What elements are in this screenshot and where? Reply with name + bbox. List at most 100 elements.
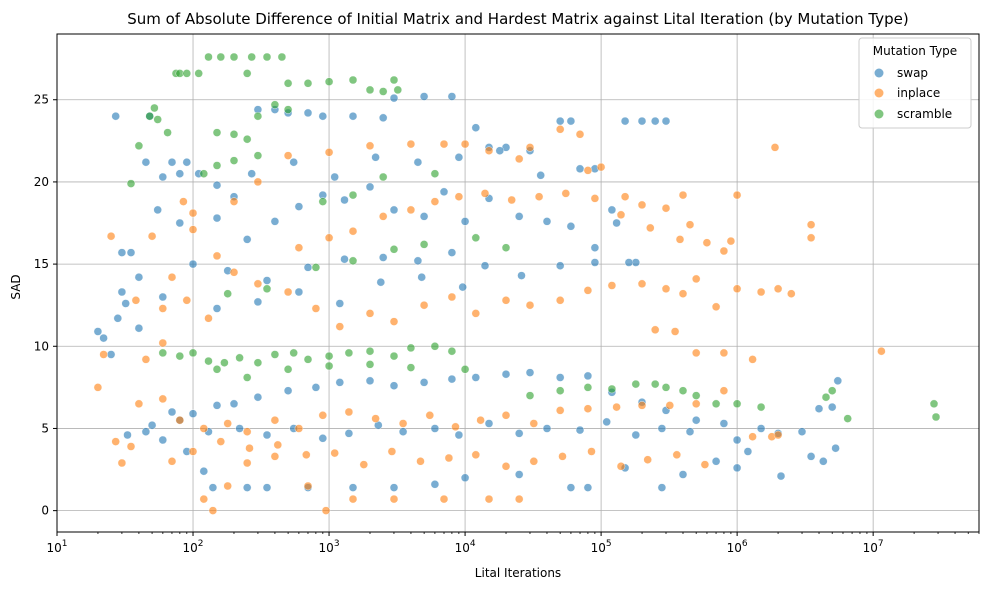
point-inplace <box>732 284 742 293</box>
point-inplace <box>719 348 729 358</box>
point-scramble <box>344 348 354 358</box>
point-swap <box>141 427 151 436</box>
point-inplace <box>616 210 626 220</box>
point-scramble <box>692 391 701 400</box>
point-inplace <box>661 284 671 293</box>
point-inplace <box>637 279 647 288</box>
point-scramble <box>406 343 416 353</box>
point-swap <box>542 217 552 226</box>
point-swap <box>612 218 621 228</box>
point-inplace <box>188 208 198 218</box>
legend: Mutation Type swap inplace scramble <box>858 37 972 129</box>
point-swap <box>454 153 464 162</box>
y-tick-label: 5 <box>41 421 49 435</box>
point-scramble <box>158 348 168 358</box>
point-inplace <box>188 447 198 456</box>
point-swap <box>661 116 671 126</box>
point-swap <box>175 169 185 178</box>
point-inplace <box>529 457 538 466</box>
point-scramble <box>348 256 358 265</box>
point-scramble <box>365 347 375 356</box>
point-swap <box>294 287 304 297</box>
point-inplace <box>167 273 177 282</box>
point-inplace <box>93 383 103 392</box>
legend-marker-scramble <box>874 109 884 119</box>
point-inplace <box>471 309 480 318</box>
point-scramble <box>220 358 229 367</box>
point-swap <box>430 480 440 489</box>
point-scramble <box>134 141 144 151</box>
point-inplace <box>330 448 339 458</box>
point-swap <box>182 157 192 167</box>
point-swap <box>340 195 349 205</box>
point-inplace <box>348 226 358 236</box>
point-inplace <box>212 251 222 261</box>
point-scramble <box>460 365 470 374</box>
point-swap <box>797 427 807 436</box>
y-axis-label: SAD <box>9 274 23 299</box>
point-inplace <box>525 143 535 152</box>
point-inplace <box>877 347 886 356</box>
point-swap <box>318 434 327 443</box>
point-swap <box>501 370 511 379</box>
point-scramble <box>348 75 358 85</box>
point-swap <box>212 213 222 223</box>
point-scramble <box>324 77 334 86</box>
point-inplace <box>637 401 647 410</box>
point-inplace <box>678 289 688 298</box>
point-scramble <box>447 347 457 356</box>
point-scramble <box>929 399 939 408</box>
point-scramble <box>204 356 213 366</box>
point-inplace <box>199 494 209 504</box>
point-inplace <box>344 407 354 417</box>
point-swap <box>566 222 576 231</box>
point-swap <box>93 327 103 336</box>
x-tick-label: 104 <box>455 539 476 555</box>
point-swap <box>743 447 753 456</box>
point-swap <box>262 483 272 492</box>
point-swap <box>556 261 565 270</box>
point-swap <box>208 483 218 492</box>
point-scramble <box>199 169 209 178</box>
point-swap <box>471 373 480 382</box>
point-inplace <box>748 355 757 364</box>
point-swap <box>806 452 816 461</box>
point-scramble <box>525 391 535 400</box>
point-swap <box>242 483 252 492</box>
point-swap <box>460 217 470 226</box>
point-inplace <box>670 327 680 336</box>
point-swap <box>678 470 688 479</box>
point-scramble <box>583 383 593 392</box>
point-swap <box>583 483 593 492</box>
point-swap <box>692 416 701 425</box>
point-inplace <box>702 238 712 247</box>
x-tick-label: 101 <box>46 539 67 555</box>
point-inplace <box>270 452 280 461</box>
point-swap <box>590 243 600 252</box>
point-inplace <box>661 203 671 213</box>
point-swap <box>147 421 157 430</box>
point-inplace <box>719 246 729 256</box>
point-scramble <box>393 85 402 95</box>
point-swap <box>413 256 423 265</box>
point-scramble <box>631 379 640 389</box>
point-scramble <box>303 355 313 364</box>
point-inplace <box>188 225 198 234</box>
point-scramble <box>389 351 399 361</box>
point-scramble <box>678 386 688 395</box>
point-inplace <box>651 325 660 334</box>
point-inplace <box>179 197 188 206</box>
point-scramble <box>283 105 293 114</box>
point-inplace <box>365 141 375 151</box>
point-swap <box>458 282 467 292</box>
point-swap <box>590 258 600 267</box>
legend-box <box>858 37 972 129</box>
point-scramble <box>175 351 185 361</box>
point-swap <box>607 205 617 215</box>
point-scramble <box>324 361 334 371</box>
point-inplace <box>273 440 282 450</box>
point-inplace <box>806 220 816 229</box>
point-inplace <box>223 481 232 491</box>
